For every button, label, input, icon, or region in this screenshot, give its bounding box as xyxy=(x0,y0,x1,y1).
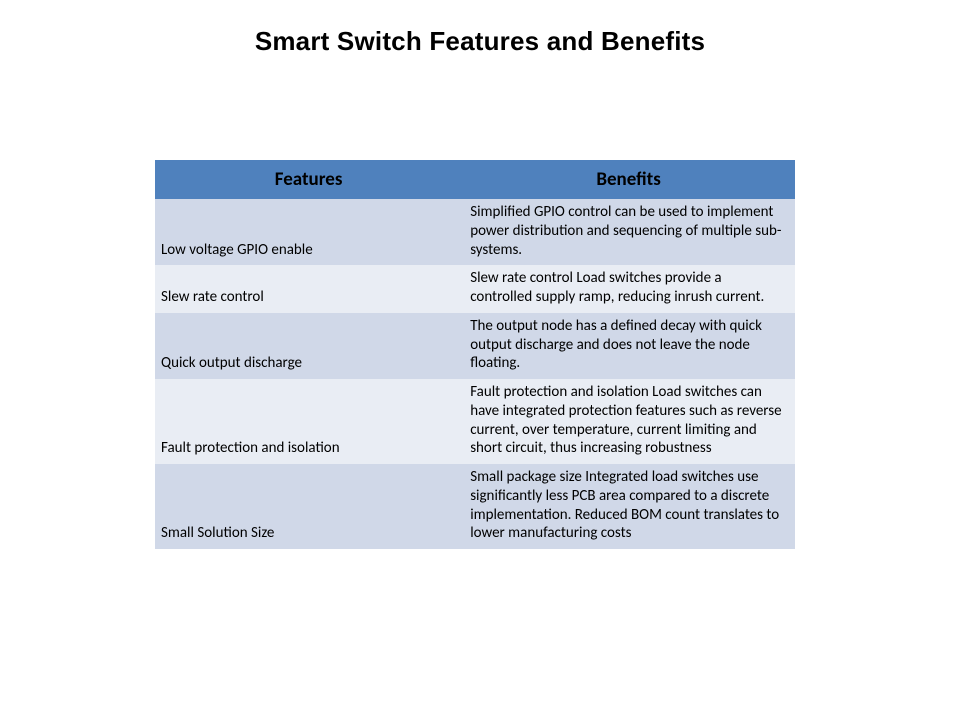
table-row: Quick output discharge The output node h… xyxy=(155,313,795,379)
features-table-wrap: Features Benefits Low voltage GPIO enabl… xyxy=(155,160,795,549)
benefit-cell: Small package size Integrated load switc… xyxy=(462,464,795,549)
benefit-cell: Slew rate control Load switches provide … xyxy=(462,265,795,313)
col-header-features: Features xyxy=(155,160,462,199)
slide: Smart Switch Features and Benefits Featu… xyxy=(0,0,960,720)
features-benefits-table: Features Benefits Low voltage GPIO enabl… xyxy=(155,160,795,549)
benefit-cell: Fault protection and isolation Load swit… xyxy=(462,379,795,464)
page-title: Smart Switch Features and Benefits xyxy=(0,26,960,57)
col-header-benefits: Benefits xyxy=(462,160,795,199)
feature-cell: Fault protection and isolation xyxy=(155,379,462,464)
table-row: Small Solution Size Small package size I… xyxy=(155,464,795,549)
feature-cell: Slew rate control xyxy=(155,265,462,313)
feature-cell: Small Solution Size xyxy=(155,464,462,549)
benefit-cell: The output node has a defined decay with… xyxy=(462,313,795,379)
table-header-row: Features Benefits xyxy=(155,160,795,199)
table-body: Low voltage GPIO enable Simplified GPIO … xyxy=(155,199,795,549)
feature-cell: Quick output discharge xyxy=(155,313,462,379)
table-row: Low voltage GPIO enable Simplified GPIO … xyxy=(155,199,795,265)
table-row: Fault protection and isolation Fault pro… xyxy=(155,379,795,464)
table-row: Slew rate control Slew rate control Load… xyxy=(155,265,795,313)
feature-cell: Low voltage GPIO enable xyxy=(155,199,462,265)
benefit-cell: Simplified GPIO control can be used to i… xyxy=(462,199,795,265)
